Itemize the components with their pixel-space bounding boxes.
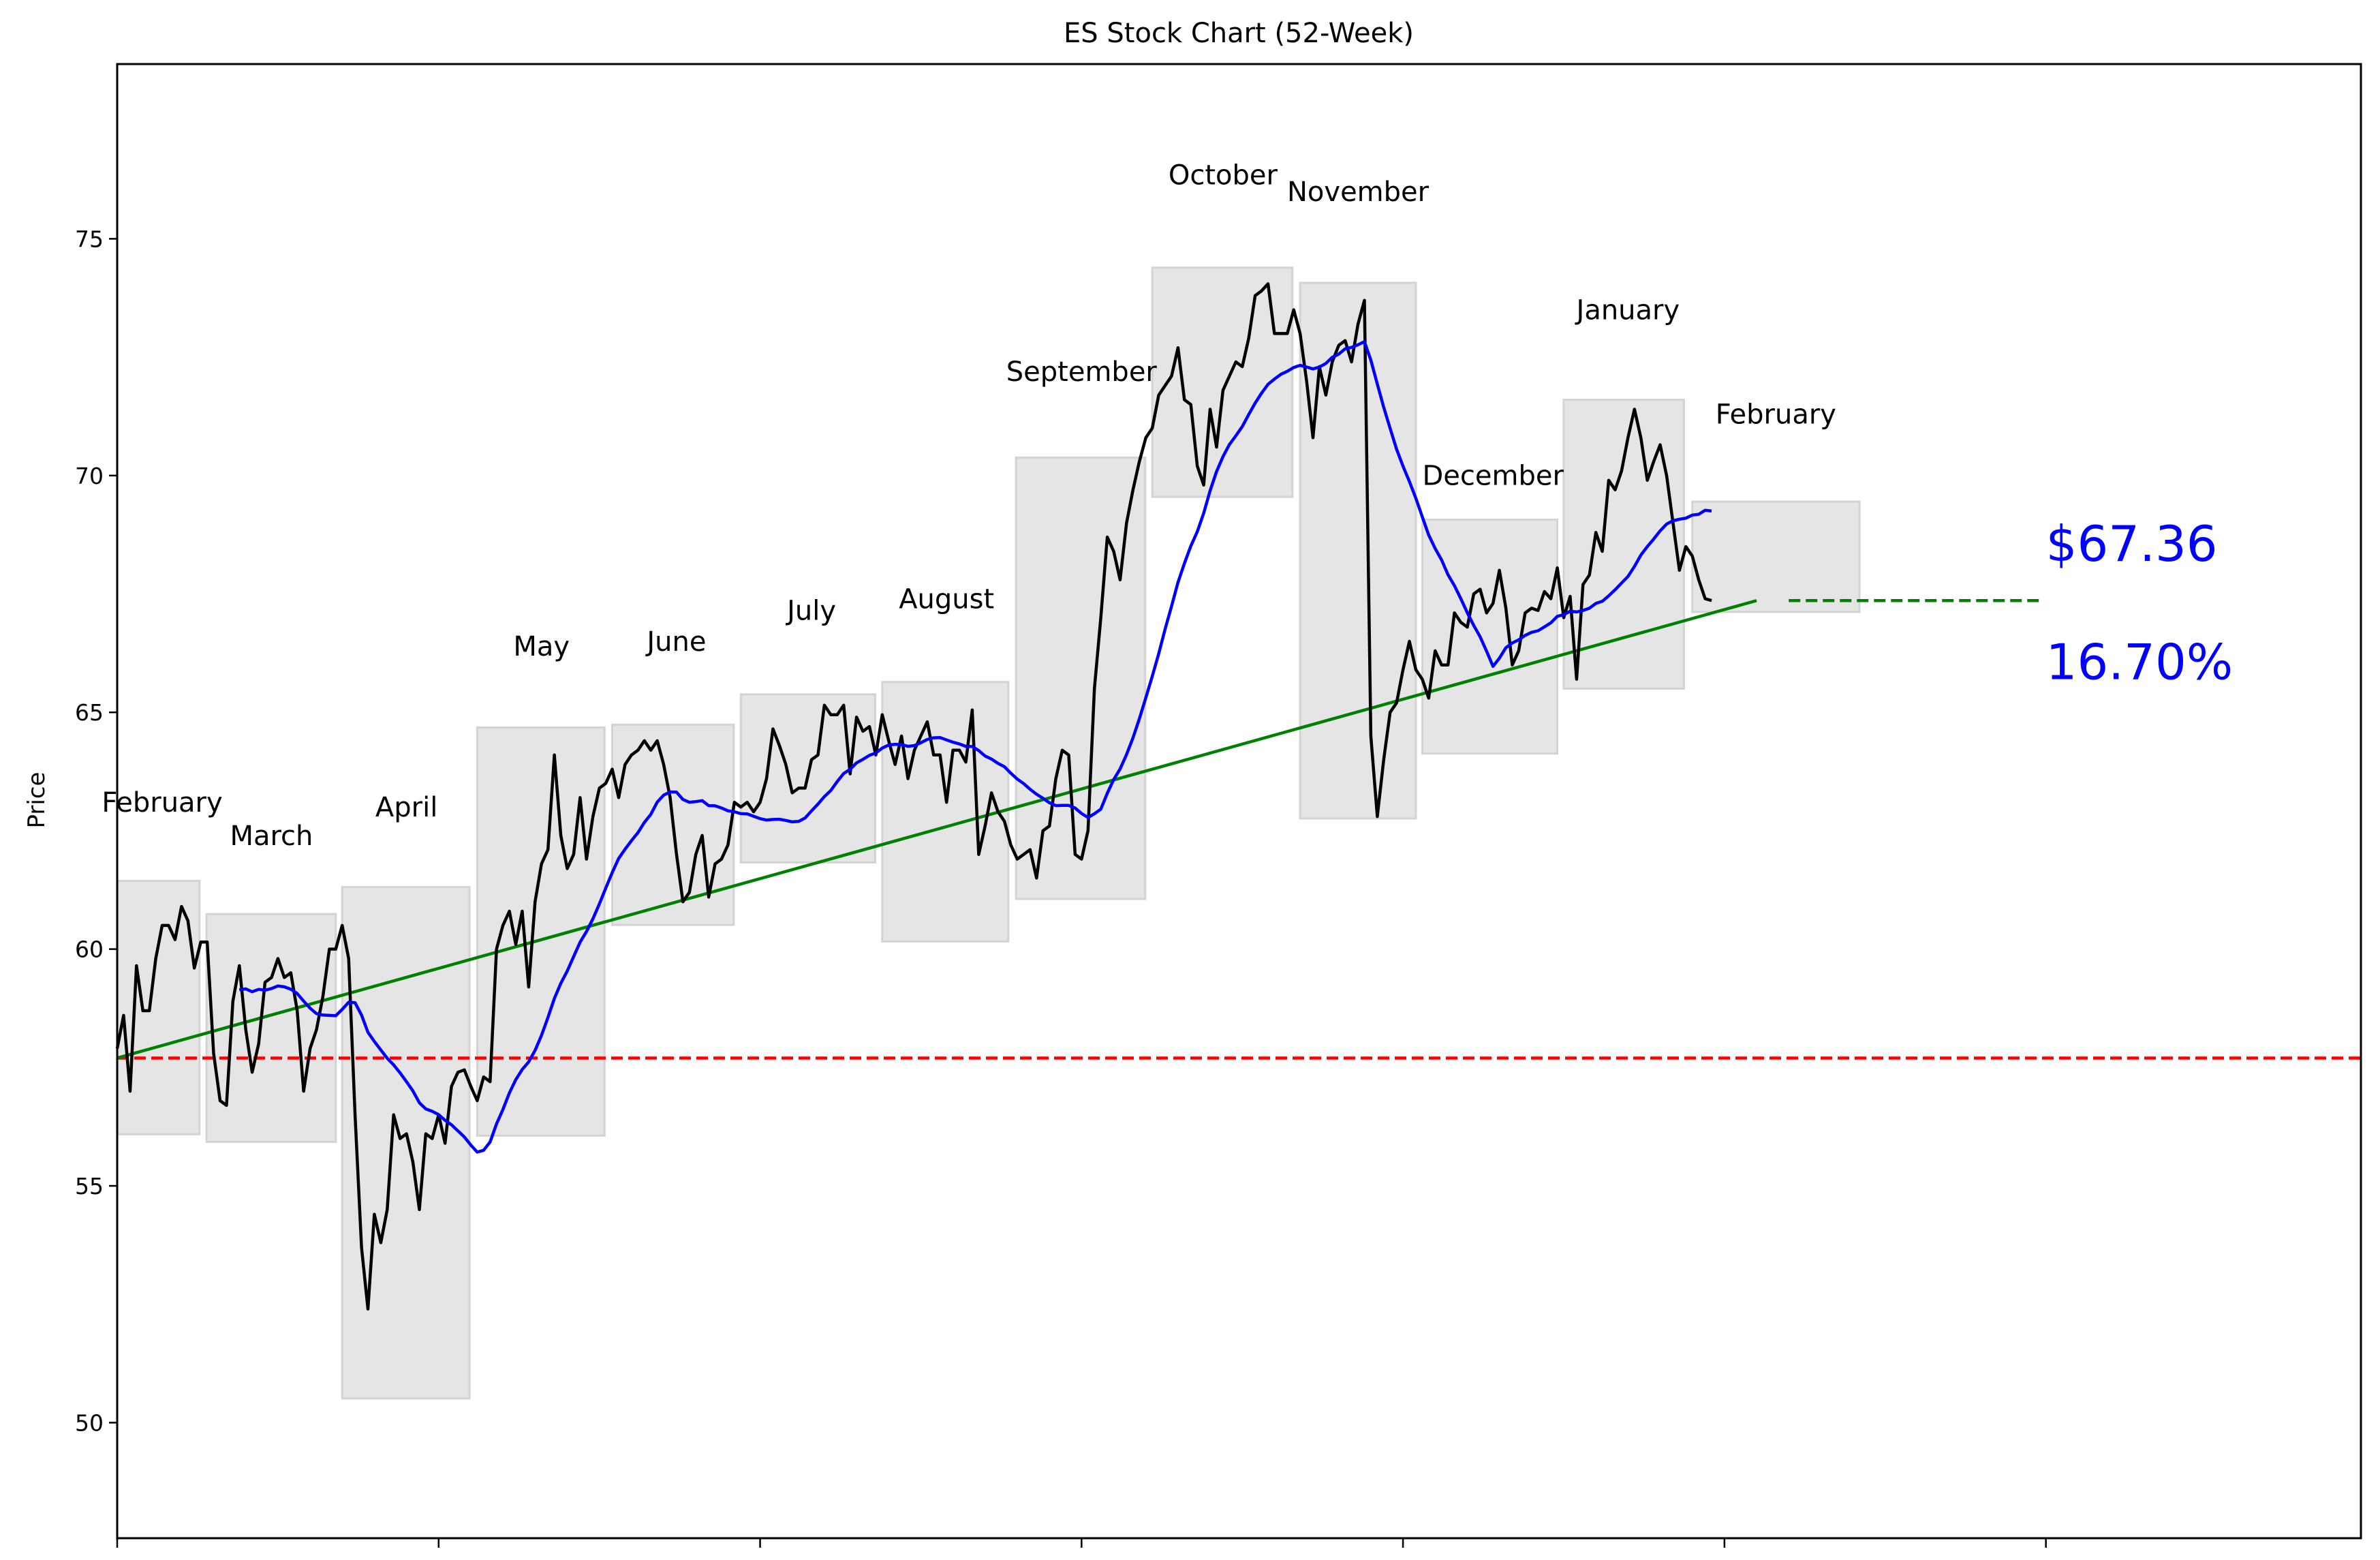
y-tick-label: 70 <box>75 463 104 489</box>
month-box <box>1299 281 1417 820</box>
trend-line <box>117 599 1757 1060</box>
month-box <box>1015 456 1147 900</box>
month-box <box>1691 500 1861 613</box>
month-label: January <box>1575 295 1680 326</box>
month-label: June <box>645 626 706 658</box>
month-box <box>341 886 471 1400</box>
month-label: December <box>1422 461 1564 492</box>
y-tick-label: 75 <box>75 226 104 252</box>
price-line <box>115 282 1712 1311</box>
month-box <box>1421 518 1559 755</box>
current-price-annotation: $67.36 <box>2046 515 2218 572</box>
chart-title: ES Stock Chart (52-Week) <box>1064 18 1414 49</box>
y-tick-label: 65 <box>75 699 104 726</box>
month-label: November <box>1287 177 1429 208</box>
series-lines <box>115 282 2361 1311</box>
month-label: May <box>513 631 570 662</box>
y-axis-label: Price <box>23 772 50 829</box>
percent-change-annotation: 16.70% <box>2046 634 2234 691</box>
month-label: April <box>375 792 437 823</box>
month-label: August <box>899 583 994 615</box>
month-label: October <box>1169 159 1278 191</box>
month-label: February <box>102 787 222 819</box>
month-box <box>476 726 606 1137</box>
month-label: July <box>785 596 836 627</box>
y-tick-label: 60 <box>75 936 104 963</box>
axes-frame <box>116 63 2362 1540</box>
month-label: September <box>1006 356 1158 388</box>
annotations: $67.36 16.70% <box>2046 515 2234 691</box>
y-tick-label: 55 <box>75 1173 104 1199</box>
axes: 50 55 60 65 70 75 <box>75 63 2362 1548</box>
month-labels: February March April May June July August Septe… <box>102 159 1836 851</box>
moving-average-line <box>238 340 1712 1154</box>
month-label: March <box>230 821 313 852</box>
y-tick-label: 50 <box>75 1409 104 1436</box>
month-label: February <box>1716 399 1836 430</box>
month-box <box>1562 399 1685 690</box>
